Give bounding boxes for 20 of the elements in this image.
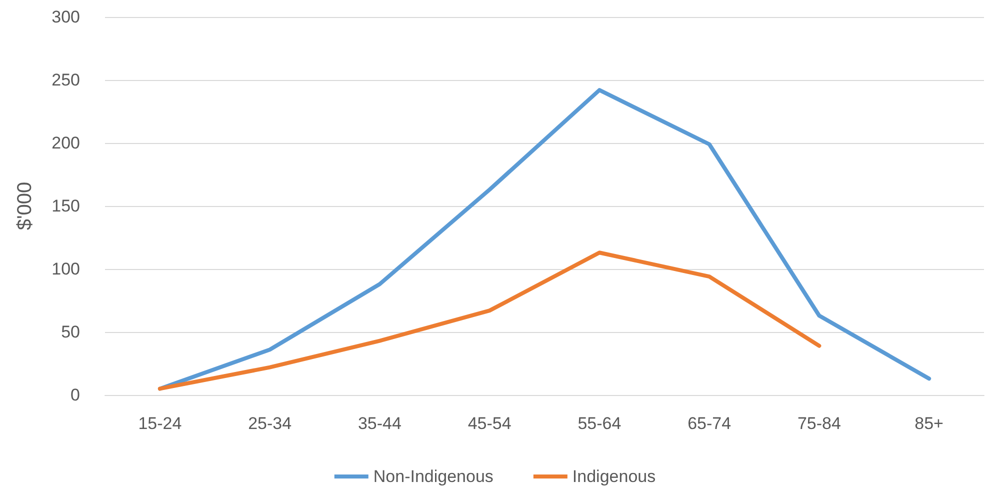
legend-label: Indigenous xyxy=(572,467,656,486)
y-tick-label: 250 xyxy=(52,70,80,90)
x-tick-label: 35-44 xyxy=(358,414,402,433)
x-tick-label: 55-64 xyxy=(578,414,622,433)
y-tick-label: 200 xyxy=(52,134,80,152)
y-tick-label: 150 xyxy=(52,196,80,216)
x-tick-label: 45-54 xyxy=(468,414,512,433)
line-series xyxy=(158,250,822,391)
x-tick-label: 25-34 xyxy=(248,414,292,433)
x-tick-label: 85+ xyxy=(914,414,944,433)
y-tick-label: 0 xyxy=(70,386,80,404)
y-axis-title: $'000 xyxy=(14,182,36,230)
x-tick-label: 15-24 xyxy=(138,414,182,433)
x-tick-label: 75-84 xyxy=(797,414,841,433)
y-tick-label: 100 xyxy=(52,260,80,278)
x-tick-label: 65-74 xyxy=(688,414,732,433)
y-tick-label: 50 xyxy=(61,322,80,342)
legend-label: Non-Indigenous xyxy=(373,467,494,486)
line-series xyxy=(158,88,932,391)
y-tick-label: 300 xyxy=(52,8,80,26)
